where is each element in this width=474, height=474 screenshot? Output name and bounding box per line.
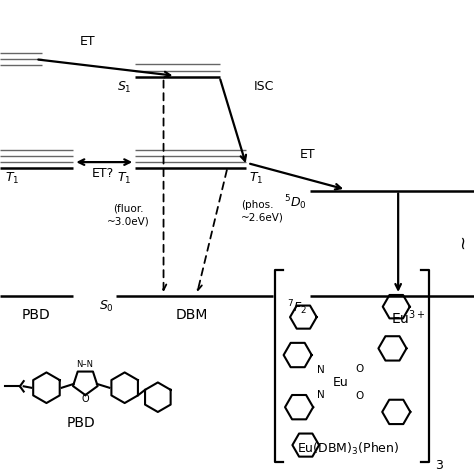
Text: Eu(DBM)$_3$(Phen): Eu(DBM)$_3$(Phen) (297, 441, 400, 457)
Text: Eu$^{3+}$: Eu$^{3+}$ (391, 308, 426, 327)
Text: N–N: N–N (76, 360, 93, 369)
Text: $S_0$: $S_0$ (99, 299, 114, 314)
Text: ~: ~ (453, 234, 471, 249)
Text: $^5D_0$: $^5D_0$ (284, 193, 307, 211)
Text: Eu: Eu (332, 376, 348, 389)
Text: ISC: ISC (254, 80, 274, 92)
Text: ET: ET (80, 36, 95, 48)
Text: $^7F_2$: $^7F_2$ (287, 299, 307, 317)
Text: (fluor.
~3.0eV): (fluor. ~3.0eV) (107, 204, 149, 226)
Text: ET?: ET? (92, 167, 114, 180)
Text: O: O (355, 364, 364, 374)
Text: PBD: PBD (21, 308, 50, 322)
Text: O: O (355, 391, 364, 401)
Text: (phos.
~2.6eV): (phos. ~2.6eV) (241, 200, 283, 222)
Text: $T_1$: $T_1$ (118, 171, 132, 186)
Text: 3: 3 (435, 459, 443, 472)
Text: N: N (317, 365, 324, 375)
Text: DBM: DBM (176, 308, 208, 322)
Text: ET: ET (300, 148, 315, 161)
Text: $S_1$: $S_1$ (117, 80, 132, 95)
Text: $T_1$: $T_1$ (249, 171, 263, 186)
Text: N: N (317, 390, 324, 400)
Text: $T_1$: $T_1$ (5, 171, 19, 186)
Text: PBD: PBD (66, 416, 95, 430)
Text: O: O (82, 394, 89, 404)
